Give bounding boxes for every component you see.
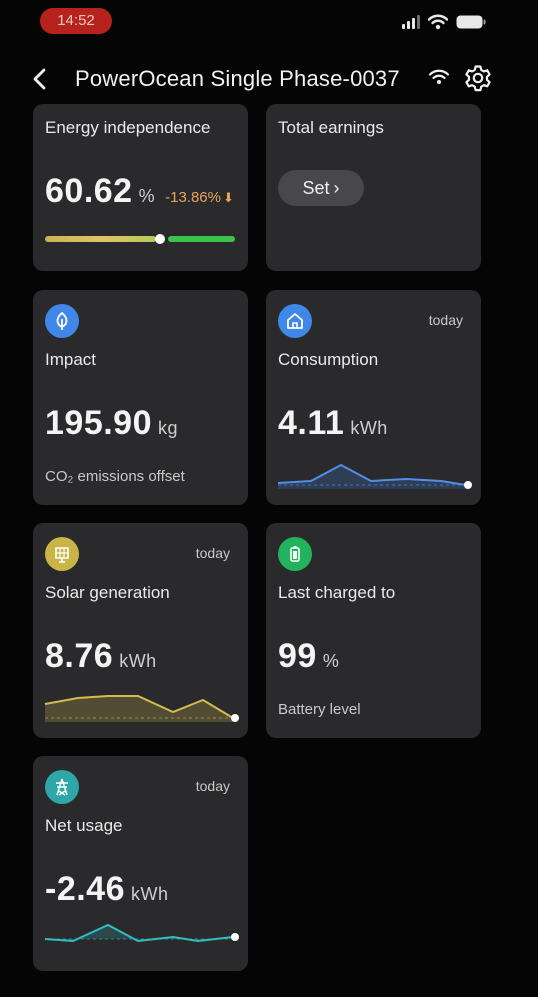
consumption-value: 4.11 xyxy=(278,404,345,442)
page-title: PowerOcean Single Phase-0037 xyxy=(75,66,400,91)
solar-label: Solar generation xyxy=(45,583,170,602)
total-earnings-label: Total earnings xyxy=(278,118,384,137)
energy-independence-bar-fill xyxy=(45,236,156,242)
consumption-value-row: 4.11 kWh xyxy=(278,404,388,443)
net-usage-card[interactable]: today Net usage -2.46 kWh xyxy=(33,756,248,971)
solar-value: 8.76 xyxy=(45,637,114,675)
net-usage-today-label: today xyxy=(195,778,230,794)
consumption-today-label: today xyxy=(428,312,463,328)
set-button-label: Set xyxy=(302,178,330,198)
solar-value-row: 8.76 kWh xyxy=(45,637,157,676)
solar-generation-card[interactable]: today Solar generation 8.76 kWh xyxy=(33,523,248,738)
home-icon xyxy=(278,304,312,338)
energy-independence-bar-knob xyxy=(155,234,165,244)
solar-today-label: today xyxy=(195,545,230,561)
battery-icon xyxy=(278,537,312,571)
impact-value-row: 195.90 kg xyxy=(45,404,178,443)
status-battery-icon xyxy=(456,15,486,29)
solar-panel-icon xyxy=(45,537,79,571)
leaf-icon xyxy=(45,304,79,338)
energy-independence-value: 60.62 xyxy=(45,172,133,210)
chevron-right-icon: › xyxy=(333,178,340,198)
set-earnings-button[interactable]: Set › xyxy=(278,170,364,206)
last-charged-card[interactable]: Last charged to 99% Battery level xyxy=(266,523,481,738)
battery-unit: % xyxy=(322,651,340,671)
consumption-label: Consumption xyxy=(278,350,379,369)
wifi-icon xyxy=(428,14,448,30)
net-usage-value-row: -2.46 kWh xyxy=(45,870,169,909)
impact-subtitle: CO₂ emissions offset xyxy=(45,468,185,485)
status-icons xyxy=(402,13,486,31)
battery-value: 99 xyxy=(278,637,317,675)
energy-independence-bar xyxy=(45,234,235,244)
net-usage-sparkline xyxy=(44,923,239,943)
down-arrow-icon: ⬇ xyxy=(222,190,234,205)
battery-value-row: 99% xyxy=(278,637,339,676)
battery-level-label: Battery level xyxy=(278,701,361,718)
impact-label: Impact xyxy=(45,350,97,369)
net-usage-unit: kWh xyxy=(131,884,169,904)
net-usage-value: -2.46 xyxy=(45,870,125,908)
solar-sparkline xyxy=(44,695,239,722)
energy-independence-delta: -13.86% xyxy=(165,189,221,206)
signal-icon xyxy=(402,15,420,29)
energy-independence-label: Energy independence xyxy=(45,118,211,137)
total-earnings-card[interactable]: Total earnings Set › xyxy=(266,104,481,271)
impact-unit: kg xyxy=(158,418,179,438)
consumption-unit: kWh xyxy=(350,418,388,438)
header: PowerOcean Single Phase-0037 xyxy=(0,58,538,100)
status-bar: 14:52 xyxy=(0,8,538,36)
consumption-sparkline xyxy=(277,463,472,489)
energy-independence-card[interactable]: Energy independence 60.62% -13.86% ⬇ xyxy=(33,104,248,271)
settings-gear-icon[interactable] xyxy=(463,63,493,93)
solar-unit: kWh xyxy=(119,651,157,671)
power-tower-icon xyxy=(45,770,79,804)
device-wifi-icon xyxy=(428,68,450,90)
net-usage-label: Net usage xyxy=(45,816,123,835)
status-time: 14:52 xyxy=(40,8,112,34)
last-charged-label: Last charged to xyxy=(278,583,396,602)
impact-value: 195.90 xyxy=(45,404,152,442)
consumption-card[interactable]: today Consumption 4.11 kWh xyxy=(266,290,481,505)
energy-independence-unit: % xyxy=(138,186,156,206)
energy-independence-value-row: 60.62% -13.86% ⬇ xyxy=(45,172,234,211)
back-icon[interactable] xyxy=(28,64,52,94)
impact-card[interactable]: Impact 195.90 kg CO₂ emissions offset xyxy=(33,290,248,505)
energy-independence-bar-remainder xyxy=(168,236,235,242)
